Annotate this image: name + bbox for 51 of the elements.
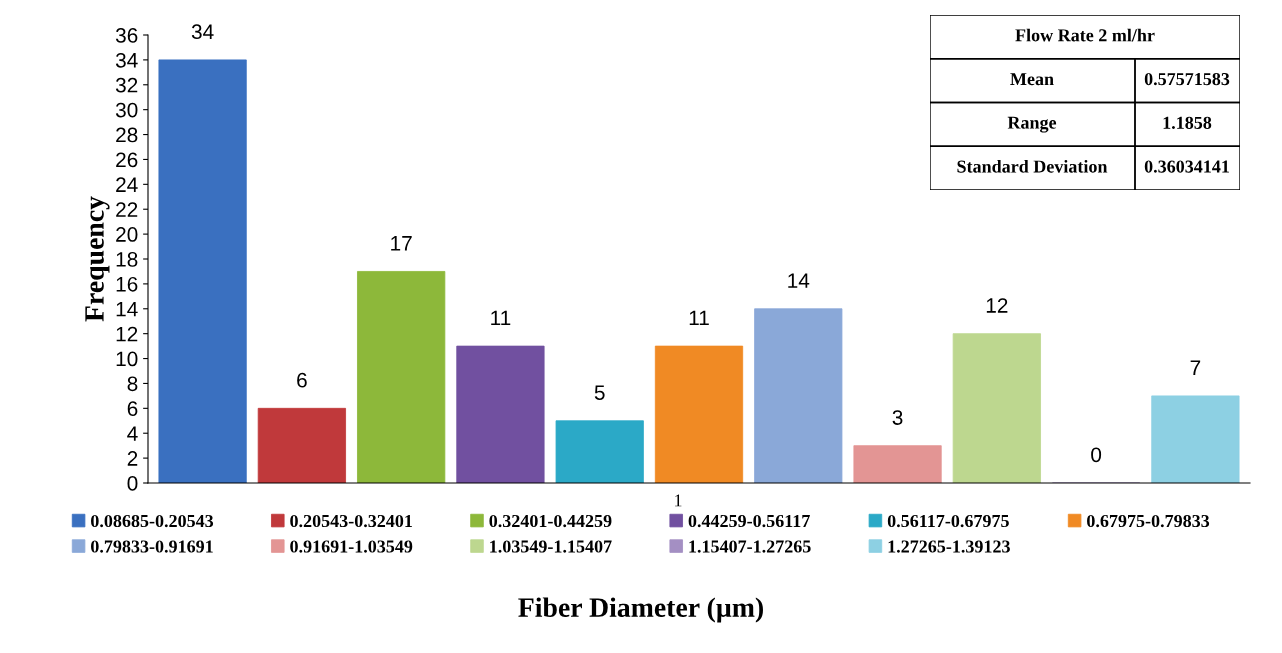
annotation: 0.36034141 (1144, 160, 1229, 173)
data-label: 0 (1091, 447, 1102, 463)
y-tick-label: 2 (127, 451, 138, 466)
y-tick-label: 32 (115, 77, 138, 93)
annotation: Standard Deviation (957, 159, 1108, 173)
y-tick-label: 24 (116, 177, 138, 192)
data-label: 11 (491, 310, 511, 326)
data-label: 5 (594, 385, 605, 400)
y-tick-label: 8 (127, 376, 138, 392)
data-label: 6 (297, 372, 307, 388)
text: 1 (675, 494, 682, 507)
data-label: 17 (391, 236, 412, 251)
x-axis-title: Fiber Diameter (µm) (518, 597, 763, 623)
annotation: Flow Rate 2 ml/hr (1015, 28, 1155, 42)
legend-label: 0.56117-0.67975 (887, 514, 1009, 528)
y-tick-label: 18 (116, 252, 138, 267)
y-tick-label: 0 (127, 476, 138, 491)
y-axis-title: Frequency (85, 196, 110, 322)
y-tick-label: 14 (116, 301, 138, 317)
annotation: 0.57571583 (1144, 72, 1230, 86)
data-label: 11 (689, 310, 709, 326)
data-label: 12 (986, 298, 1008, 313)
y-tick-label: 30 (115, 102, 138, 118)
legend-label: 0.67975-0.79833 (1087, 514, 1210, 528)
legend-label: 0.08685-0.20543 (91, 514, 214, 528)
data-label: 3 (892, 410, 903, 425)
annotation: Range (1007, 116, 1057, 133)
y-tick-label: 28 (116, 127, 138, 143)
legend-label: 0.44259-0.56117 (688, 514, 810, 528)
y-tick-label: 16 (116, 276, 138, 292)
legend-label: 0.91691-1.03549 (290, 540, 413, 553)
legend-label: 0.79833-0.91691 (91, 540, 213, 553)
data-label: 14 (788, 273, 810, 288)
y-tick-label: 4 (127, 426, 138, 441)
y-tick-label: 26 (116, 152, 138, 168)
y-tick-label: 20 (116, 227, 138, 242)
y-tick-label: 10 (116, 351, 138, 367)
y-tick-label: 36 (115, 28, 138, 43)
legend-label: 0.32401-0.44259 (489, 514, 612, 528)
legend-label: 1.15407-1.27265 (689, 540, 811, 553)
annotation: 1.1858 (1163, 116, 1212, 129)
annotation: Mean (1010, 73, 1054, 86)
legend-label: 0.20543-0.32401 (290, 514, 412, 528)
y-tick-label: 6 (127, 401, 138, 417)
y-tick-label: 34 (115, 52, 138, 68)
y-tick-label: 12 (116, 326, 138, 342)
legend-label: 1.03549-1.15407 (490, 540, 612, 553)
data-label: 7 (1190, 360, 1201, 375)
data-label: 34 (191, 24, 214, 40)
y-tick-label: 22 (116, 202, 138, 217)
legend-label: 1.27265-1.39123 (888, 540, 1010, 553)
